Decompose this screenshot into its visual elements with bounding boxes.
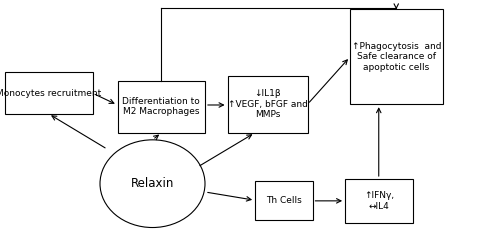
Text: ↑Phagocytosis  and
Safe clearance of
apoptotic cells: ↑Phagocytosis and Safe clearance of apop… <box>352 42 441 72</box>
Text: Differentiation to
M2 Macrophages: Differentiation to M2 Macrophages <box>122 97 200 116</box>
FancyBboxPatch shape <box>118 81 205 133</box>
Text: Th Cells: Th Cells <box>266 196 302 205</box>
Text: ↑IFNγ,
↔IL4: ↑IFNγ, ↔IL4 <box>364 191 394 210</box>
Text: ↓IL1β
↑VEGF, bFGF and
MMPs: ↓IL1β ↑VEGF, bFGF and MMPs <box>228 89 308 119</box>
FancyBboxPatch shape <box>5 72 92 114</box>
FancyBboxPatch shape <box>228 76 308 133</box>
Text: Relaxin: Relaxin <box>131 177 174 190</box>
Text: Monocytes recruitment: Monocytes recruitment <box>0 89 102 97</box>
FancyBboxPatch shape <box>350 9 442 104</box>
FancyBboxPatch shape <box>345 179 412 223</box>
Ellipse shape <box>100 140 205 228</box>
FancyBboxPatch shape <box>255 181 312 220</box>
